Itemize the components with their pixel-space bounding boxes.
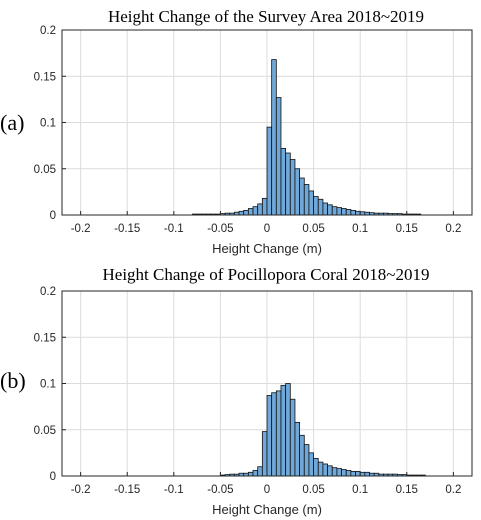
y-tick-label: 0.05 [34,164,56,176]
histogram-bar-b [294,421,301,477]
histogram-bar-b [327,465,333,477]
x-tick-label: 0.15 [396,223,418,235]
chart-title-a: Height Change of the Survey Area 2018~20… [108,7,424,26]
y-tick-label: 0.1 [40,379,56,391]
histogram-bar-a [271,59,277,216]
histogram-bar-b [299,434,305,477]
histogram-bar-a [247,208,254,216]
histogram-bar-a [275,97,282,216]
histogram-bar-a [243,209,249,216]
histogram-bar-b [308,452,314,477]
y-tick-label: 0.2 [40,286,56,298]
histogram-bar-b [313,458,319,477]
x-tick-label: 0.05 [302,484,324,496]
histogram-bar-a [294,168,301,216]
histogram-bar-a [341,208,347,216]
histogram-bar-b [271,392,277,477]
x-tick-label: -0.2 [71,484,91,496]
histogram-bar-b [359,471,366,477]
histogram-bar-b [266,395,273,477]
histogram-bar-b [285,383,291,477]
x-tick-label: -0.1 [164,223,184,235]
histogram-bar-a [313,196,319,216]
histogram-bar-b [252,470,259,477]
chart-title-b: Height Change of Pocillopora Coral 2018~… [103,265,430,284]
y-tick-label: 0.1 [40,118,56,130]
x-tick-label: -0.15 [114,484,140,496]
histogram-bar-a [327,204,333,216]
histogram-bar-b [247,471,254,477]
histogram-bar-a [285,152,291,216]
histogram-bar-b [261,431,268,477]
histogram-bar-a [257,203,263,216]
histogram-bar-a [303,184,310,216]
histogram-bar-b [350,470,356,477]
histogram-bar-a [322,202,328,216]
x-tick-label: 0.1 [352,223,368,235]
x-tick-label: 0 [264,223,270,235]
x-tick-label: -0.2 [71,223,91,235]
histogram-bar-a [238,210,245,216]
histogram-bar-a [266,126,273,216]
histogram-bar-b [280,384,287,477]
histogram-bar-b [317,461,324,477]
histogram-bar-b [341,469,347,477]
histogram-panel-b: Height Change of Pocillopora Coral 2018~… [0,265,473,517]
histogram-bar-a [331,206,338,216]
histogram-bar-a [261,197,268,216]
histogram-bar-a [280,147,287,216]
histogram-bar-b [345,470,352,477]
x-tick-label: -0.05 [207,484,233,496]
histogram-bar-a [308,190,314,216]
histogram-bar-a [345,209,352,216]
histogram-bar-b [331,467,338,477]
y-tick-label: 0.15 [34,332,56,344]
x-tick-label: -0.15 [114,223,140,235]
histogram-bar-b [364,471,370,477]
x-tick-label: 0 [264,484,270,496]
x-tick-label: 0.05 [302,223,324,235]
y-tick-label: 0 [50,471,56,483]
histogram-bar-a [289,159,296,216]
histogram-bar-b [322,463,328,477]
x-tick-label: -0.05 [207,223,233,235]
x-tick-label: 0.2 [445,223,461,235]
histogram-bar-a [355,210,361,216]
x-tick-label: -0.1 [164,484,184,496]
y-tick-label: 0.15 [34,71,56,83]
histogram-bar-b [257,466,263,477]
histogram-bar-b [275,390,282,477]
histogram-bar-b [355,470,361,477]
histogram-bar-a [252,206,259,216]
y-tick-label: 0.2 [40,25,56,37]
histogram-bar-b [336,468,342,477]
ticks-a: -0.2 -0.15 -0.1 -0.05 0 0.05 0.1 0.15 0.2 0 0.05 0.… [34,25,462,235]
histogram-bar-b [303,444,310,477]
histogram-bar-a [299,177,305,216]
histogram-panel-a: Height Change of the Survey Area 2018~20… [0,7,473,256]
histogram-bar-a [336,207,342,216]
x-tick-label: 0.2 [445,484,461,496]
y-tick-label: 0.05 [34,425,56,437]
panel-label-a: (a) [0,110,24,135]
bars-a [192,59,422,216]
y-tick-label: 0 [50,210,56,222]
ticks-b: -0.2 -0.15 -0.1 -0.05 0 0.05 0.1 0.15 0.2 0 0.05 0.… [34,286,462,496]
x-axis-label-b: Height Change (m) [212,502,322,517]
x-axis-label-a: Height Change (m) [212,241,322,256]
histogram-bar-b [289,398,296,477]
panel-label-b: (b) [0,368,26,393]
x-tick-label: 0.1 [352,484,368,496]
histogram-bar-a [317,198,324,216]
x-tick-label: 0.15 [396,484,418,496]
histogram-bar-a [350,209,356,216]
